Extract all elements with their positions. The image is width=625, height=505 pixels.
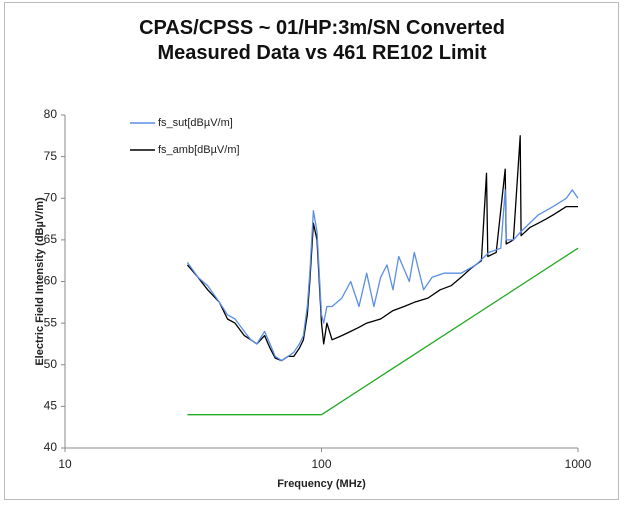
y-tick-label: 80 [44, 107, 58, 121]
x-tick-label: 10 [58, 457, 72, 471]
y-tick-label: 40 [44, 440, 58, 454]
y-axis-label: Electric Field Intensity (dBµV/m) [34, 197, 46, 366]
series-line [186, 135, 578, 362]
y-tick-label: 60 [44, 274, 58, 288]
chart-title: CPAS/CPSS ~ 01/HP:3m/SN Converted Measur… [139, 17, 505, 64]
x-tick-label: 100 [311, 457, 331, 471]
x-tick-label: 1000 [565, 457, 592, 471]
y-tick-label: 70 [44, 190, 58, 204]
series-line [186, 189, 579, 362]
y-tick-label: 50 [44, 357, 58, 371]
y-tick-label: 65 [44, 232, 58, 246]
y-tick-label: 45 [44, 399, 58, 413]
legend-label: fs_sut[dBµV/m] [158, 117, 233, 129]
y-tick-label: 75 [44, 149, 58, 163]
legend-label: fs_amb[dBµV/m] [158, 144, 240, 156]
chart-frame [4, 2, 619, 500]
series-line [187, 247, 579, 416]
y-tick-label: 55 [44, 315, 58, 329]
x-axis-label: Frequency (MHz) [277, 478, 366, 490]
